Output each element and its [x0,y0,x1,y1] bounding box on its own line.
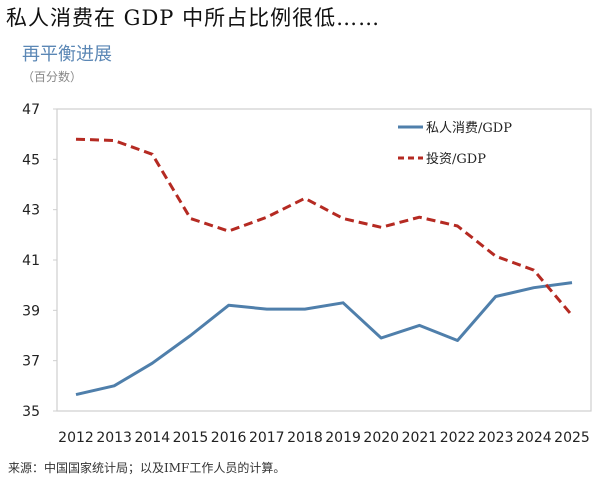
plot-area-border [56,108,592,412]
chart-title: 再平衡进展 [22,44,112,65]
x-tick-label: 2017 [249,430,285,446]
series-line-0 [75,281,573,397]
x-tick-label: 2012 [58,430,94,446]
y-tick-label: 41 [22,253,40,269]
y-tick-label: 37 [22,354,40,370]
x-tick-label: 2025 [554,430,590,446]
x-tick-label: 2020 [363,430,399,446]
x-tick-label: 2013 [96,430,132,446]
y-tick-label: 35 [22,404,40,420]
source-note: 来源：中国国家统计局；以及IMF工作人员的计算。 [8,461,286,475]
y-tick-label: 43 [22,203,40,219]
y-tick-label: 45 [22,152,40,168]
y-tick-label: 39 [22,303,40,319]
chart-subtitle: （百分数） [22,70,83,84]
headline: 私人消费在 GDP 中所占比例很低…… [6,6,381,30]
series-lines [75,137,574,397]
x-tick-label: 2022 [440,430,476,446]
legend: 私人消费/GDP 投资/GDP [398,121,512,167]
x-tick-label: 2015 [173,430,209,446]
series-line-1 [75,137,574,317]
x-tick-label: 2023 [478,430,514,446]
x-tick-label: 2016 [211,430,247,446]
legend-label-1: 投资/GDP [426,151,486,167]
x-tick-label: 2019 [325,430,361,446]
y-tick-label: 47 [22,102,40,118]
legend-label-0: 私人消费/GDP [426,121,512,136]
x-axis-ticks: 2012 2013 2014 2015 2016 2017 2018 2019 2020 2021… [58,430,590,446]
x-tick-label: 2024 [516,430,552,446]
x-tick-label: 2021 [402,430,438,446]
x-tick-label: 2014 [134,430,170,446]
y-axis-ticks: 35 37 39 41 43 45 47 [22,102,57,420]
x-tick-label: 2018 [287,430,323,446]
